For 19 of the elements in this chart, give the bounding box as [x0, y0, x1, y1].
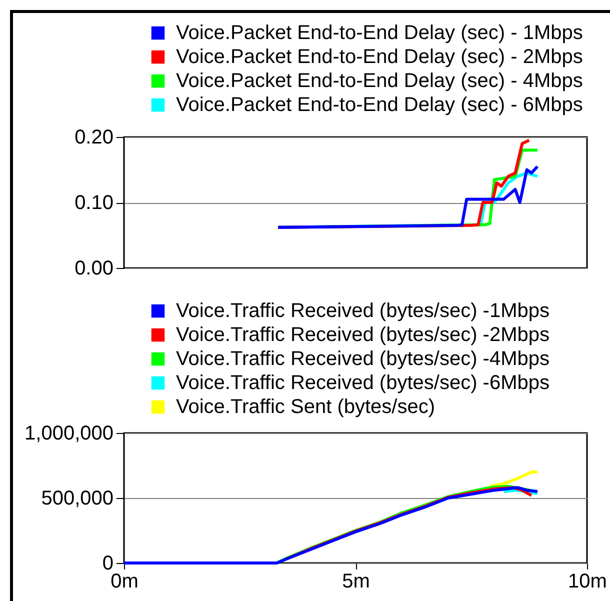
- legend-label: Voice.Traffic Sent (bytes/sec): [176, 396, 435, 418]
- line-series: [488, 470, 539, 488]
- legend-label: Voice.Packet End-to-End Delay (sec) - 1Mbps: [176, 22, 583, 44]
- legend-label: Voice.Packet End-to-End Delay (sec) - 2Mbps: [176, 46, 583, 68]
- x-tick-label: 0m: [110, 570, 138, 592]
- legend-label: Voice.Packet End-to-End Delay (sec) - 6Mbps: [176, 94, 583, 116]
- x-tick-label: 5m: [342, 570, 370, 592]
- y-tick-label: 500,000: [41, 488, 114, 510]
- y-tick-label: 0.10: [74, 192, 114, 214]
- legend-label: Voice.Traffic Received (bytes/sec) -6Mbps: [176, 372, 550, 394]
- y-tick-label: 0.00: [74, 258, 114, 280]
- y-tick-label: 0: [102, 552, 114, 574]
- legend-label: Voice.Packet End-to-End Delay (sec) - 4Mbps: [176, 70, 583, 92]
- legend-label: Voice.Traffic Received (bytes/sec) -1Mbps: [176, 300, 550, 322]
- y-tick-label: 1,000,000: [24, 422, 114, 444]
- y-tick-label: 0.20: [74, 126, 114, 148]
- legend-label: Voice.Traffic Received (bytes/sec) -2Mbps: [176, 324, 550, 346]
- x-tick-label: 10m: [568, 570, 607, 592]
- legend-label: Voice.Traffic Received (bytes/sec) -4Mbps: [176, 348, 550, 370]
